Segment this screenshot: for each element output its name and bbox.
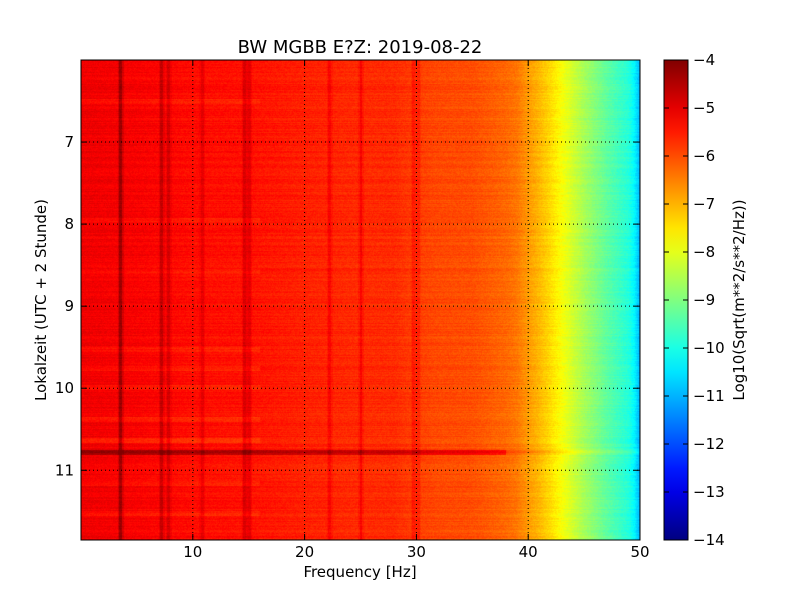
y-tick-label: 11 — [55, 461, 74, 479]
x-tick-label: 20 — [295, 543, 314, 561]
y-tick-label: 7 — [64, 133, 74, 151]
x-tick-label: 40 — [519, 543, 538, 561]
chart-title: BW MGBB E?Z: 2019-08-22 — [238, 37, 483, 58]
colorbar-tick-label: −6 — [693, 147, 715, 165]
colorbar-tick-label: −12 — [693, 435, 725, 453]
y-tick-label: 9 — [64, 297, 74, 315]
colorbar-tick-label: −5 — [693, 99, 715, 117]
colorbar-tick-label: −9 — [693, 291, 715, 309]
plot-frame — [80, 59, 641, 541]
colorbar-tick-label: −8 — [693, 243, 715, 261]
spectrogram-heatmap — [81, 60, 640, 540]
colorbar-label: Log10(Sqrt(m**2/s**2/Hz)) — [730, 199, 748, 400]
colorbar-tick-label: −4 — [693, 51, 715, 69]
x-tick-label: 30 — [407, 543, 426, 561]
colorbar-ticks: −4 −5 −6 −7 −8 −9 −10 −11 −12 −13 −14 — [664, 51, 725, 549]
plot-grid — [81, 60, 640, 540]
x-axis-ticks: 10 20 30 40 50 — [183, 60, 650, 561]
y-axis-label: Lokalzeit (UTC + 2 Stunde) — [32, 199, 50, 401]
y-tick-label: 10 — [55, 379, 74, 397]
colorbar-tick-label: −11 — [693, 387, 725, 405]
x-tick-label: 50 — [630, 543, 649, 561]
colorbar-tick-label: −14 — [693, 531, 725, 549]
colorbar-tick-label: −13 — [693, 483, 725, 501]
x-axis-label: Frequency [Hz] — [303, 563, 416, 581]
y-axis-ticks: 7 8 9 10 11 — [55, 133, 640, 479]
y-tick-label: 8 — [64, 215, 74, 233]
colorbar-tick-label: −10 — [693, 339, 725, 357]
x-tick-label: 10 — [183, 543, 202, 561]
colorbar-tick-label: −7 — [693, 195, 715, 213]
